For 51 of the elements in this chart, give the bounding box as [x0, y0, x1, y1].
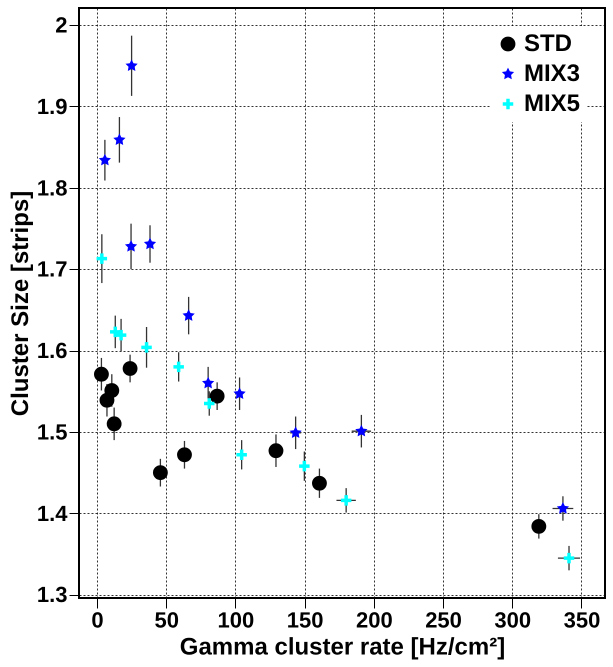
- point: [98, 154, 111, 166]
- point: [299, 460, 310, 472]
- x-axis-title: Gamma cluster rate [Hz/cm²]: [180, 634, 506, 660]
- point: [268, 443, 284, 458]
- point: [104, 383, 120, 398]
- point: [124, 240, 138, 252]
- point: [96, 253, 108, 264]
- y-tick-label: 1.4: [36, 500, 68, 526]
- y-tick-label: 1.7: [36, 256, 68, 282]
- x-tick-label: 300: [494, 608, 532, 632]
- point: [236, 450, 247, 460]
- point: [152, 465, 168, 480]
- x-tick-label: 200: [356, 608, 393, 632]
- y-tick-label: 1.9: [36, 94, 68, 119]
- point: [202, 376, 214, 388]
- legend-label: MIX5: [524, 90, 580, 117]
- point: [340, 495, 352, 506]
- point: [556, 502, 570, 514]
- point: [564, 552, 574, 564]
- point: [531, 518, 546, 534]
- x-tick-label: 0: [91, 608, 104, 632]
- point: [126, 59, 138, 71]
- point: [144, 238, 156, 250]
- point: [182, 309, 195, 321]
- y-tick-label: 1.6: [36, 338, 68, 364]
- point: [355, 424, 368, 436]
- point: [173, 362, 184, 372]
- y-tick-label: 1.8: [36, 175, 68, 200]
- legend-label: STD: [524, 30, 572, 57]
- y-tick-label: 2: [55, 12, 68, 38]
- point: [122, 361, 138, 376]
- x-tick-label: 100: [218, 608, 254, 632]
- x-tick-label: 350: [564, 608, 600, 632]
- y-axis-title: Cluster Size [strips]: [6, 190, 34, 416]
- x-tick-label: 150: [286, 608, 324, 632]
- y-tick-label: 1.5: [36, 419, 68, 444]
- point: [94, 366, 109, 382]
- point: [290, 426, 302, 438]
- point: [204, 398, 214, 409]
- point: [312, 476, 327, 491]
- point: [210, 388, 225, 404]
- point: [116, 330, 126, 340]
- point: [141, 342, 152, 353]
- x-tick-label: 250: [425, 608, 462, 632]
- point: [233, 387, 246, 399]
- point: [106, 416, 122, 432]
- legend-label: MIX3: [524, 60, 580, 87]
- point: [113, 133, 126, 146]
- x-tick-label: 50: [154, 608, 179, 632]
- point: [177, 447, 192, 462]
- y-tick-label: 1.3: [36, 582, 68, 608]
